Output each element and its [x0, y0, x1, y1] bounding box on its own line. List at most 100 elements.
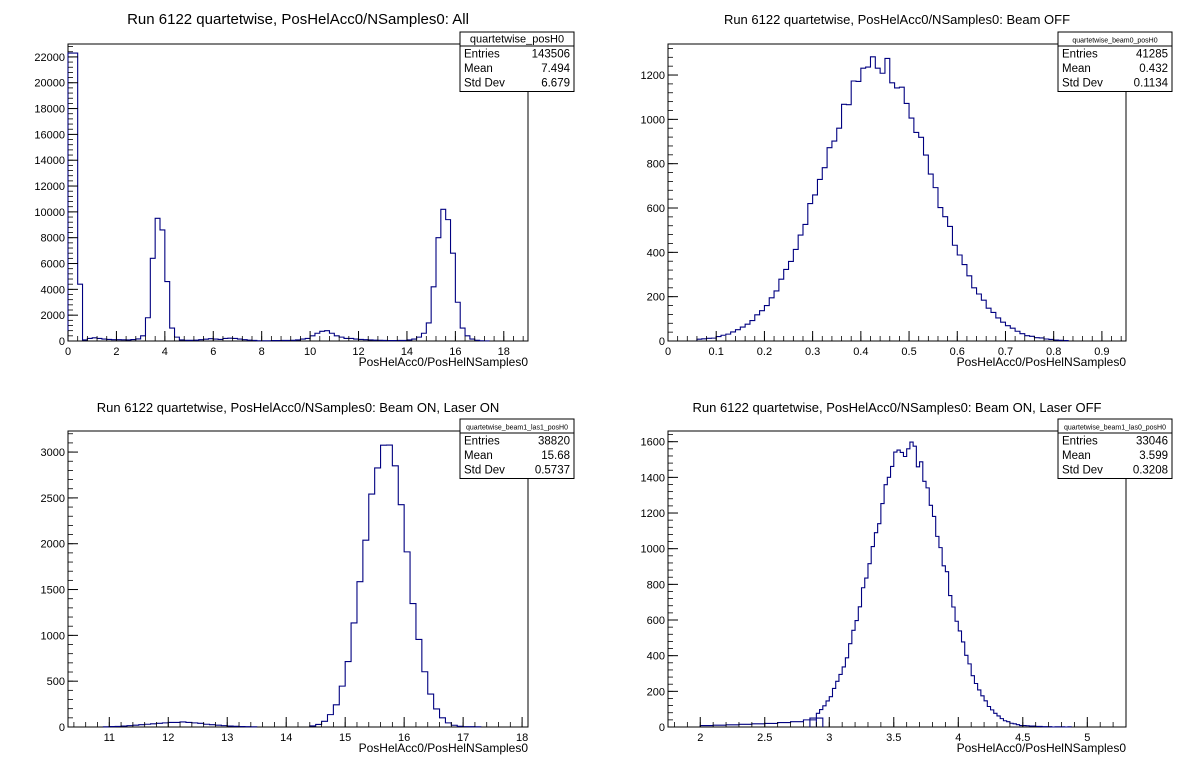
x-tick-label: 0.1: [709, 346, 724, 358]
x-tick-label: 10: [304, 346, 316, 358]
x-tick-label: 0.8: [1046, 346, 1061, 358]
x-tick-label: 0.2: [757, 346, 772, 358]
y-tick-label: 1000: [641, 114, 665, 126]
stats-row-label: Entries: [464, 436, 500, 448]
stats-row-label: Std Dev: [464, 465, 505, 477]
stats-box-name: quartetwise_beam0_posH0: [1072, 38, 1157, 45]
histogram-series: [696, 56, 1069, 342]
stats-row-value: 7.494: [541, 63, 570, 75]
x-tick-label: 17: [457, 732, 469, 744]
histogram-panel-1: Run 6122 quartetwise, PosHelAcc0/NSample…: [34, 11, 575, 369]
stats-box-frame: [459, 31, 575, 92]
stats-row-value: 143506: [532, 49, 570, 61]
stats-row-label: Entries: [1062, 436, 1098, 448]
x-tick-label: 2.5: [757, 732, 772, 744]
x-tick-label: 0: [65, 346, 71, 358]
stats-row-value: 0.3208: [1133, 465, 1168, 477]
y-tick-label: 20000: [34, 78, 65, 90]
x-tick-label: 4.5: [1015, 732, 1030, 744]
histogram-tail-series: [699, 717, 824, 727]
y-tick-label: 4000: [41, 284, 65, 296]
stats-row-value: 0.432: [1139, 63, 1168, 75]
stats-row-value: 0.1134: [1134, 78, 1169, 90]
chart-title: Run 6122 quartetwise, PosHelAcc0/NSample…: [127, 11, 469, 28]
stats-box: quartetwise_beam0_posH0 Entries 41285 Mean 0…: [1057, 31, 1173, 92]
y-tick-label: 18000: [34, 104, 65, 116]
x-tick-label: 6: [210, 346, 216, 358]
x-tick-label: 14: [280, 732, 292, 744]
y-tick-label: 14000: [34, 155, 65, 167]
x-tick-label: 16: [398, 732, 410, 744]
x-tick-label: 0.4: [853, 346, 868, 358]
chart-title: Run 6122 quartetwise, PosHelAcc0/NSample…: [693, 400, 1102, 415]
x-axis-label: PosHelAcc0/PosHelNSamples0: [359, 741, 529, 755]
stats-row-value: 41285: [1136, 49, 1168, 61]
plot-frame: [667, 430, 1127, 728]
stats-row-label: Mean: [1062, 63, 1091, 75]
histogram-panel-4: Run 6122 quartetwise, PosHelAcc0/NSample…: [641, 400, 1173, 755]
y-tick-label: 800: [647, 579, 665, 591]
y-tick-label: 500: [47, 676, 65, 688]
chart-title: Run 6122 quartetwise, PosHelAcc0/NSample…: [97, 400, 499, 415]
histogram-panel-2: Run 6122 quartetwise, PosHelAcc0/NSample…: [641, 12, 1173, 369]
y-tick-label: 0: [59, 722, 65, 734]
x-tick-label: 3.5: [886, 732, 901, 744]
y-tick-label: 200: [647, 292, 665, 304]
x-tick-label: 18: [516, 732, 528, 744]
stats-box-frame: [1057, 418, 1173, 479]
y-tick-label: 2500: [41, 493, 65, 505]
y-tick-label: 1200: [641, 70, 665, 82]
y-tick-label: 1200: [641, 508, 665, 520]
y-tick-label: 200: [647, 686, 665, 698]
x-tick-label: 2: [697, 732, 703, 744]
y-tick-label: 3000: [41, 447, 65, 459]
x-tick-label: 13: [221, 732, 233, 744]
x-tick-label: 0.5: [901, 346, 916, 358]
y-tick-label: 1400: [641, 472, 665, 484]
y-tick-label: 12000: [34, 181, 65, 193]
histogram-series: [309, 444, 482, 728]
histogram-series: [67, 52, 490, 342]
y-tick-label: 600: [647, 615, 665, 627]
stats-row-label: Std Dev: [464, 78, 505, 90]
x-tick-label: 0.9: [1094, 346, 1109, 358]
x-tick-label: 0.3: [805, 346, 820, 358]
y-tick-label: 1600: [641, 437, 665, 449]
stats-row-label: Mean: [464, 63, 493, 75]
y-tick-label: 400: [647, 651, 665, 663]
y-tick-label: 1000: [641, 544, 665, 556]
y-tick-label: 2000: [41, 539, 65, 551]
stats-row-label: Mean: [464, 450, 493, 462]
y-tick-label: 0: [659, 336, 665, 348]
stats-row-value: 33046: [1136, 436, 1168, 448]
y-tick-label: 22000: [34, 52, 65, 64]
stats-row-value: 15.68: [541, 450, 570, 462]
stats-row-label: Std Dev: [1062, 78, 1103, 90]
x-tick-label: 11: [104, 732, 115, 744]
plot-frame: [67, 43, 529, 342]
x-tick-label: 4: [955, 732, 961, 744]
y-tick-label: 800: [647, 159, 665, 171]
stats-row-label: Std Dev: [1062, 465, 1103, 477]
y-tick-label: 1000: [41, 630, 65, 642]
y-tick-label: 6000: [41, 259, 65, 271]
x-tick-label: 0.6: [950, 346, 965, 358]
y-tick-label: 16000: [34, 129, 65, 141]
histogram-series: [815, 441, 1072, 728]
x-axis-label: PosHelAcc0/PosHelNSamples0: [359, 355, 529, 369]
stats-box: quartetwise_beam1_las1_posH0 Entries 38820…: [459, 418, 575, 479]
plot-frame: [67, 430, 529, 728]
stats-box-name: quartetwise_beam1_las0_posH0: [1064, 425, 1166, 432]
y-tick-label: 400: [647, 247, 665, 259]
y-tick-label: 1500: [41, 585, 65, 597]
x-tick-label: 4: [162, 346, 168, 358]
y-tick-label: 8000: [41, 233, 65, 245]
x-tick-label: 0.7: [998, 346, 1013, 358]
y-tick-label: 2000: [41, 310, 65, 322]
x-tick-label: 0: [665, 346, 671, 358]
x-tick-label: 12: [162, 732, 174, 744]
stats-row-value: 38820: [538, 436, 570, 448]
x-tick-label: 2: [113, 346, 119, 358]
stats-box: quartetwise_posH0 Entries 143506 Mean 7.494 S…: [459, 31, 575, 92]
x-tick-label: 8: [259, 346, 265, 358]
